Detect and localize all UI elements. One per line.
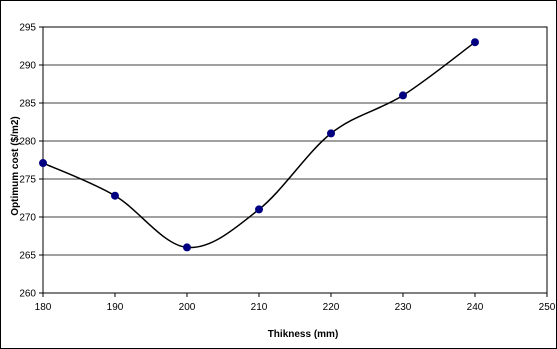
x-axis-ticks: 180 190 200 210 220 230 240 250 [35,293,556,313]
series-markers [39,38,479,252]
data-point-240 [471,38,479,47]
x-tick-label: 240 [467,302,484,313]
y-tick-label: 275 [19,175,36,186]
x-tick-label: 230 [395,302,412,313]
x-axis-title: Thikness (mm) [268,329,339,340]
y-tick-label: 285 [19,99,36,110]
y-tick-label: 280 [19,137,36,148]
data-point-220 [327,129,335,138]
data-point-200 [183,243,191,252]
data-point-210 [255,205,263,214]
x-tick-label: 190 [107,302,124,313]
x-tick-label: 220 [323,302,340,313]
x-tick-label: 200 [179,302,196,313]
y-tick-label: 270 [19,213,36,224]
y-axis-ticks: 260 265 270 275 280 285 290 295 [19,23,43,300]
data-point-230 [399,91,407,100]
x-tick-label: 210 [251,302,268,313]
y-axis-title: Optimum cost ($/m2) [10,116,21,215]
x-tick-label: 250 [539,302,556,313]
gridlines [43,64,547,256]
y-tick-label: 290 [19,61,36,72]
y-tick-label: 265 [19,251,36,262]
y-tick-label: 295 [19,23,36,34]
plot-area [42,26,548,294]
data-point-180 [39,159,47,168]
x-tick-label: 180 [35,302,52,313]
data-point-190 [111,191,119,200]
y-tick-label: 260 [19,289,36,300]
